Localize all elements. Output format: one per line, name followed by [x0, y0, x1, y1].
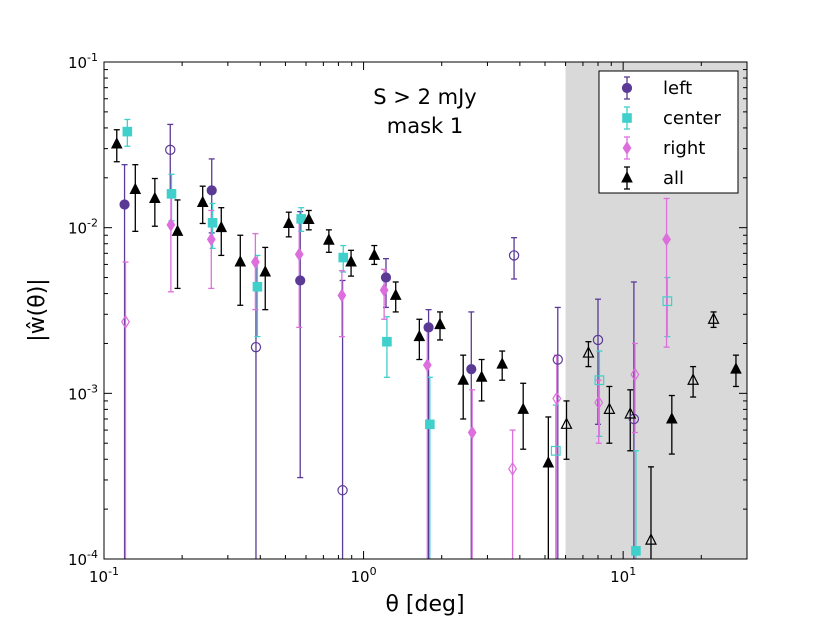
x-tick-label: 101: [610, 565, 636, 586]
left-point: [165, 144, 176, 156]
x-tick-label: 10-1: [89, 565, 119, 586]
all-point: [687, 373, 700, 385]
y-tick-label: 10-3: [68, 382, 98, 403]
all-point: [234, 255, 247, 267]
center-point: [122, 126, 133, 137]
center-point: [594, 375, 605, 386]
all-point: [368, 248, 381, 260]
center-point: [631, 546, 641, 556]
center-point: [252, 281, 263, 292]
all-point: [434, 317, 446, 330]
all-point: [389, 288, 402, 300]
all-point: [582, 345, 595, 358]
legend-right-label: right: [663, 138, 705, 159]
all-point: [457, 373, 470, 385]
legend-center-label: center: [663, 108, 722, 129]
all-point: [149, 191, 161, 203]
center-point: [207, 217, 218, 228]
right-point: [206, 232, 216, 247]
all-point: [110, 137, 123, 149]
all-point: [129, 182, 142, 194]
right-point: [662, 232, 671, 247]
right-point: [294, 247, 304, 262]
right-point: [166, 217, 176, 232]
legend-center-marker: [622, 113, 632, 123]
all-point: [707, 312, 720, 324]
center-point: [166, 189, 177, 199]
all-point: [542, 456, 555, 468]
all-point: [603, 402, 616, 414]
plot-frame: [103, 61, 748, 560]
legend-right-marker: [622, 141, 632, 155]
y-tick-label: 10-4: [68, 548, 98, 569]
legend-all-label: all: [663, 168, 684, 189]
all-point: [560, 417, 573, 429]
center-point: [382, 336, 392, 347]
annotation-line-2: mask 1: [387, 114, 463, 138]
all-point: [345, 255, 357, 267]
all-point: [517, 402, 530, 414]
right-point: [630, 367, 640, 382]
center-point: [338, 252, 349, 263]
legend-left-marker: [621, 82, 633, 94]
all-point: [475, 370, 488, 382]
right-point: [337, 288, 347, 303]
y-axis-label: |ŵ(θ)|: [25, 278, 50, 341]
left-point: [250, 341, 262, 353]
right-point: [552, 391, 562, 406]
center-point: [662, 296, 673, 307]
all-point: [196, 195, 209, 207]
all-point: [302, 212, 315, 225]
right-point: [120, 314, 130, 329]
left-point: [380, 272, 392, 283]
all-point: [171, 224, 184, 236]
left-point: [508, 250, 520, 261]
legend-all-marker: [621, 171, 633, 183]
legend-frame: [598, 70, 739, 194]
all-point: [624, 406, 637, 419]
all-point: [413, 329, 426, 342]
all-point: [259, 265, 272, 277]
annotation-line-1: S > 2 mJy: [373, 85, 476, 109]
left-point: [206, 185, 217, 196]
left-point: [295, 275, 306, 286]
legend: left center right all: [598, 70, 739, 194]
right-point: [594, 395, 604, 410]
left-point: [119, 199, 130, 210]
left-point: [552, 354, 563, 365]
all-point: [323, 233, 335, 245]
x-axis-label: θ [deg]: [385, 592, 464, 617]
all-point: [496, 357, 509, 369]
right-point: [250, 255, 260, 269]
all-point: [645, 533, 657, 545]
center-point: [425, 419, 435, 430]
all-point: [730, 362, 742, 374]
center-point: [550, 445, 561, 456]
right-point: [467, 425, 477, 440]
center-point: [296, 214, 306, 224]
all-point: [215, 220, 228, 233]
x-tick-label: 100: [351, 565, 377, 586]
y-tick-label: 10-1: [68, 51, 98, 72]
y-tick-label: 10-2: [68, 217, 98, 238]
right-point: [379, 283, 389, 298]
left-point: [592, 334, 604, 346]
all-point: [282, 216, 295, 228]
right-point: [508, 461, 518, 476]
legend-left-label: left: [663, 78, 692, 99]
right-point: [422, 358, 432, 373]
left-point: [423, 322, 434, 333]
left-point: [466, 364, 477, 375]
left-point: [337, 485, 348, 496]
all-point: [666, 412, 678, 424]
